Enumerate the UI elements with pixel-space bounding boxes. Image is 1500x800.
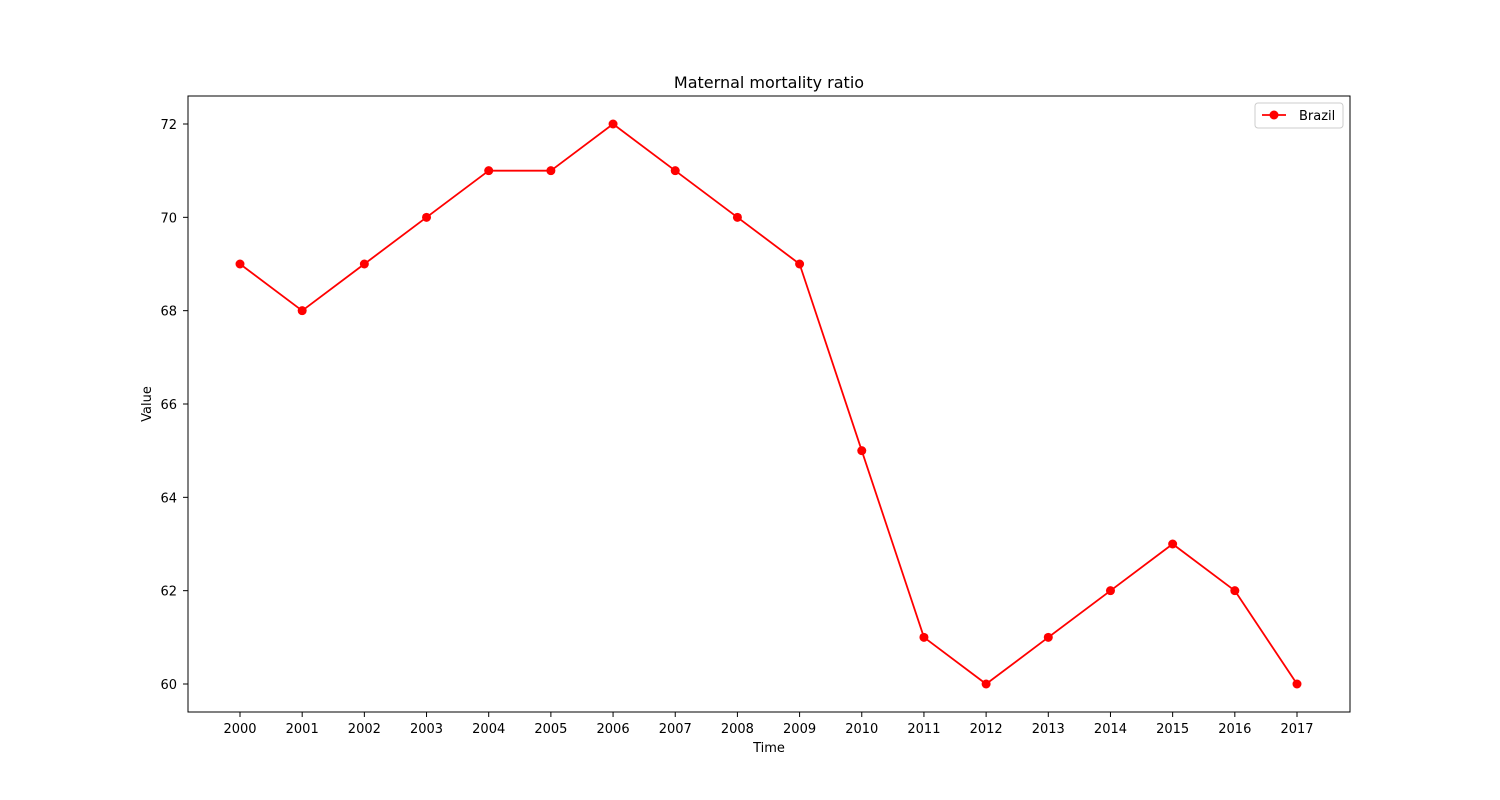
x-tick-label: 2014 (1094, 722, 1127, 737)
data-point-2012 (981, 679, 991, 689)
y-tick-label: 64 (160, 491, 177, 506)
y-tick-label: 62 (160, 585, 177, 600)
data-point-2001 (297, 306, 307, 316)
data-point-2008 (732, 212, 742, 222)
x-tick-label: 2002 (348, 722, 381, 737)
x-tick-label: 2017 (1280, 722, 1313, 737)
x-axis-label: Time (752, 741, 785, 756)
x-axis-ticks: 2000 2001 2002 2003 2004 2005 2006 2007 2008 2009… (223, 712, 1314, 737)
data-point-2002 (359, 259, 369, 269)
data-point-2011 (919, 632, 929, 642)
x-tick-label: 2004 (472, 722, 505, 737)
legend-label-brazil: Brazil (1299, 109, 1335, 124)
x-tick-label: 2001 (286, 722, 319, 737)
chart-title: Maternal mortality ratio (674, 73, 864, 92)
plot-frame (187, 95, 1351, 713)
data-point-2000 (235, 259, 245, 269)
x-tick-label: 2015 (1156, 722, 1189, 737)
data-point-2013 (1043, 632, 1053, 642)
y-tick-label: 66 (160, 398, 177, 413)
series-line-brazil (239, 123, 1298, 685)
x-tick-label: 2012 (970, 722, 1003, 737)
data-point-2014 (1105, 586, 1115, 596)
x-tick-label: 2010 (845, 722, 878, 737)
data-point-2006 (608, 119, 618, 129)
legend: Brazil (1254, 102, 1344, 129)
x-tick-label: 2011 (907, 722, 940, 737)
data-point-2016 (1230, 586, 1240, 596)
series-layer (235, 119, 1302, 689)
x-tick-label: 2000 (223, 722, 256, 737)
x-tick-label: 2005 (534, 722, 567, 737)
legend-box (1254, 102, 1344, 129)
x-tick-label: 2007 (659, 722, 692, 737)
plot-area (188, 96, 1350, 712)
data-point-2005 (546, 166, 556, 176)
y-tick-label: 68 (160, 305, 177, 320)
data-point-2010 (857, 446, 867, 456)
data-point-2017 (1292, 679, 1302, 689)
data-point-2015 (1168, 539, 1178, 549)
data-point-2004 (484, 166, 494, 176)
data-point-2009 (795, 259, 805, 269)
x-tick-label: 2006 (597, 722, 630, 737)
x-tick-label: 2008 (721, 722, 754, 737)
y-tick-label: 60 (160, 678, 177, 693)
y-tick-label: 72 (160, 118, 177, 133)
y-axis-ticks: 60 62 64 66 68 70 72 (160, 118, 188, 693)
x-tick-label: 2016 (1218, 722, 1251, 737)
x-tick-label: 2013 (1032, 722, 1065, 737)
y-axis-label: Value (140, 386, 155, 422)
data-point-2007 (670, 166, 680, 176)
data-point-2003 (422, 212, 432, 222)
y-tick-label: 70 (160, 211, 177, 226)
legend-marker-brazil (1269, 110, 1279, 120)
x-tick-label: 2009 (783, 722, 816, 737)
x-tick-label: 2003 (410, 722, 443, 737)
